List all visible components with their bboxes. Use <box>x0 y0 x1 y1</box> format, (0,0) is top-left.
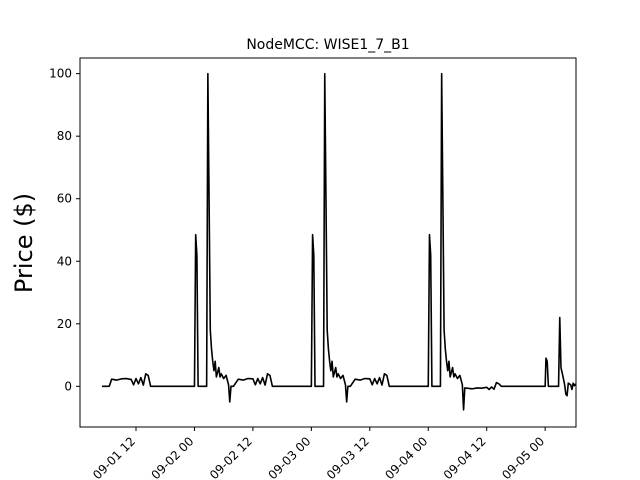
plot-frame <box>79 57 577 428</box>
x-axis: 09-01 12 09-02 00 09-02 12 09-03 00 09-03 12… <box>90 427 547 480</box>
y-tick-label: 20 <box>57 317 72 331</box>
y-tick-label: 40 <box>57 254 72 268</box>
y-tick-label: 100 <box>49 67 72 81</box>
chart-title: NodeMCC: WISE1_7_B1 <box>246 37 409 53</box>
x-tick-label: 09-03 00 <box>265 434 313 480</box>
y-tick-label: 80 <box>57 129 72 143</box>
y-tick-label: 60 <box>57 192 72 206</box>
x-tick-label: 09-03 12 <box>324 434 372 480</box>
y-axis: 0 20 40 60 80 100 <box>49 67 80 393</box>
y-axis-label: Price ($) <box>10 193 38 293</box>
x-tick-label: 09-02 12 <box>207 434 255 480</box>
y-tick-label: 0 <box>64 379 72 393</box>
x-tick-label: 09-02 00 <box>149 434 197 480</box>
x-tick-label: 09-04 00 <box>382 434 430 480</box>
x-tick-label: 09-05 00 <box>499 434 547 480</box>
x-tick-label: 09-01 12 <box>90 434 138 480</box>
x-tick-label: 09-04 12 <box>441 434 489 480</box>
series-line <box>101 72 577 411</box>
series-layer <box>101 72 577 411</box>
